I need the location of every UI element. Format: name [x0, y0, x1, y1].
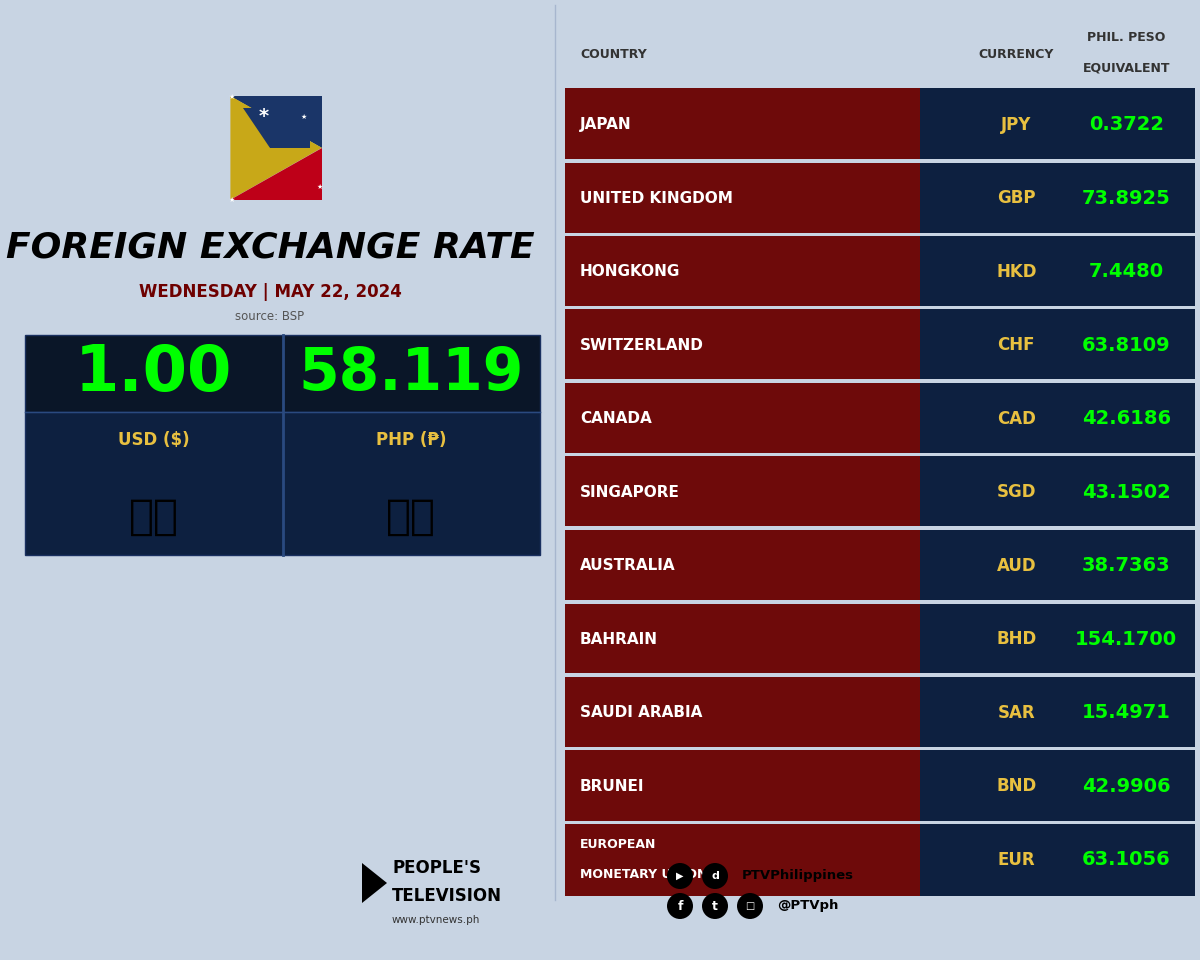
- FancyBboxPatch shape: [920, 161, 1195, 235]
- Circle shape: [702, 893, 728, 919]
- Text: www.ptvnews.ph: www.ptvnews.ph: [392, 915, 480, 925]
- Text: 42.6186: 42.6186: [1081, 409, 1171, 428]
- Text: COUNTRY: COUNTRY: [580, 49, 647, 61]
- Text: MONETARY UNION: MONETARY UNION: [580, 868, 707, 881]
- Text: UNITED KINGDOM: UNITED KINGDOM: [580, 191, 733, 205]
- Circle shape: [667, 863, 694, 889]
- Text: @PTVph: @PTVph: [778, 900, 839, 913]
- FancyBboxPatch shape: [920, 823, 1195, 897]
- FancyBboxPatch shape: [565, 453, 1195, 457]
- Polygon shape: [230, 96, 322, 148]
- FancyBboxPatch shape: [920, 603, 1195, 676]
- Text: 7.4480: 7.4480: [1088, 262, 1164, 281]
- Text: USD ($): USD ($): [118, 431, 190, 449]
- Text: AUD: AUD: [996, 557, 1036, 575]
- Text: JAPAN: JAPAN: [580, 117, 631, 132]
- Text: EUR: EUR: [997, 851, 1036, 869]
- Text: BRUNEI: BRUNEI: [580, 779, 644, 794]
- Text: 🇺🇸: 🇺🇸: [128, 496, 179, 538]
- FancyBboxPatch shape: [565, 232, 1195, 236]
- FancyBboxPatch shape: [565, 750, 920, 823]
- Text: 38.7363: 38.7363: [1082, 556, 1170, 575]
- Text: GBP: GBP: [997, 189, 1036, 207]
- Text: HKD: HKD: [996, 263, 1037, 280]
- FancyBboxPatch shape: [25, 335, 540, 412]
- Polygon shape: [242, 148, 270, 177]
- Text: TELEVISION: TELEVISION: [392, 887, 502, 905]
- FancyBboxPatch shape: [920, 308, 1195, 382]
- FancyBboxPatch shape: [565, 306, 1195, 309]
- FancyBboxPatch shape: [565, 308, 920, 382]
- Text: t: t: [712, 900, 718, 913]
- FancyBboxPatch shape: [565, 526, 1195, 530]
- Text: 42.9906: 42.9906: [1082, 777, 1170, 796]
- Text: ▶: ▶: [677, 871, 684, 881]
- FancyBboxPatch shape: [565, 161, 920, 235]
- Circle shape: [702, 863, 728, 889]
- Text: 0.3722: 0.3722: [1088, 115, 1164, 134]
- FancyBboxPatch shape: [565, 747, 1195, 751]
- Text: 15.4971: 15.4971: [1082, 704, 1171, 722]
- FancyBboxPatch shape: [920, 750, 1195, 823]
- Polygon shape: [230, 148, 322, 200]
- FancyBboxPatch shape: [565, 88, 920, 161]
- Text: EQUIVALENT: EQUIVALENT: [1082, 61, 1170, 75]
- Text: BHD: BHD: [996, 631, 1037, 648]
- Text: source: BSP: source: BSP: [235, 310, 305, 324]
- Text: PHIL. PESO: PHIL. PESO: [1087, 32, 1165, 44]
- Polygon shape: [362, 863, 386, 903]
- FancyBboxPatch shape: [920, 455, 1195, 529]
- Text: *: *: [259, 108, 269, 127]
- FancyBboxPatch shape: [920, 88, 1195, 161]
- FancyBboxPatch shape: [565, 676, 920, 750]
- Text: SINGAPORE: SINGAPORE: [580, 485, 680, 500]
- Text: SWITZERLAND: SWITZERLAND: [580, 338, 704, 352]
- FancyBboxPatch shape: [920, 676, 1195, 750]
- Text: 63.8109: 63.8109: [1082, 336, 1170, 355]
- Text: EUROPEAN: EUROPEAN: [580, 838, 656, 852]
- Text: ★: ★: [229, 197, 235, 203]
- Polygon shape: [230, 96, 322, 200]
- FancyBboxPatch shape: [565, 600, 1195, 604]
- Text: d: d: [712, 871, 719, 881]
- Text: PTVPhilippines: PTVPhilippines: [742, 870, 854, 882]
- Text: 58.119: 58.119: [299, 345, 524, 402]
- FancyBboxPatch shape: [565, 821, 1195, 824]
- Text: PHP (₱): PHP (₱): [376, 431, 446, 449]
- Text: 63.1056: 63.1056: [1082, 851, 1171, 869]
- FancyBboxPatch shape: [565, 379, 1195, 383]
- Text: ★: ★: [301, 114, 307, 120]
- Text: ★: ★: [317, 184, 323, 190]
- FancyBboxPatch shape: [565, 603, 920, 676]
- Text: CURRENCY: CURRENCY: [978, 49, 1054, 61]
- FancyBboxPatch shape: [565, 235, 920, 308]
- FancyBboxPatch shape: [565, 674, 1195, 677]
- Text: 1.00: 1.00: [76, 343, 233, 404]
- FancyBboxPatch shape: [565, 529, 920, 603]
- Circle shape: [737, 893, 763, 919]
- Text: 🇵🇭: 🇵🇭: [386, 496, 437, 538]
- FancyBboxPatch shape: [920, 529, 1195, 603]
- Text: CANADA: CANADA: [580, 411, 652, 426]
- Polygon shape: [242, 108, 310, 148]
- Text: FOREIGN EXCHANGE RATE: FOREIGN EXCHANGE RATE: [6, 231, 534, 265]
- Text: HONGKONG: HONGKONG: [580, 264, 680, 279]
- FancyBboxPatch shape: [565, 382, 920, 455]
- Text: SGD: SGD: [996, 483, 1036, 501]
- FancyBboxPatch shape: [565, 159, 1195, 162]
- Text: WEDNESDAY | MAY 22, 2024: WEDNESDAY | MAY 22, 2024: [138, 283, 402, 301]
- FancyBboxPatch shape: [565, 823, 920, 897]
- Text: PEOPLE'S: PEOPLE'S: [392, 859, 481, 877]
- Text: SAR: SAR: [997, 704, 1036, 722]
- Text: SAUDI ARABIA: SAUDI ARABIA: [580, 706, 702, 720]
- Text: □: □: [745, 901, 755, 911]
- Text: AUSTRALIA: AUSTRALIA: [580, 559, 676, 573]
- Text: ★: ★: [229, 94, 235, 100]
- FancyBboxPatch shape: [25, 412, 540, 555]
- Text: 73.8925: 73.8925: [1082, 189, 1171, 207]
- Circle shape: [667, 893, 694, 919]
- FancyBboxPatch shape: [920, 382, 1195, 455]
- Text: 154.1700: 154.1700: [1075, 630, 1177, 649]
- Text: CHF: CHF: [997, 336, 1034, 354]
